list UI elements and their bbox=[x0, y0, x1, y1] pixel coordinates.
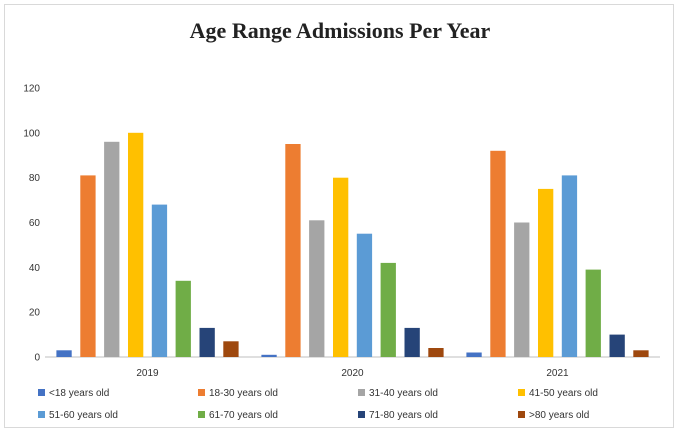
x-category-label: 2019 bbox=[136, 368, 159, 379]
y-tick-label: 20 bbox=[29, 308, 41, 319]
y-tick-label: 100 bbox=[23, 128, 40, 139]
bar-2019-5 bbox=[175, 280, 191, 357]
bar-2021-3 bbox=[538, 188, 554, 357]
legend-swatch bbox=[358, 389, 365, 396]
bar-2021-6 bbox=[609, 334, 625, 357]
legend: <18 years old 18-30 years old 31-40 years … bbox=[38, 388, 598, 421]
bar-2020-5 bbox=[380, 262, 396, 357]
legend-swatch bbox=[198, 411, 205, 418]
bar-2019-7 bbox=[223, 341, 239, 357]
bar-2021-7 bbox=[633, 350, 649, 357]
bar-2019-4 bbox=[151, 204, 168, 357]
y-tick-label: 60 bbox=[29, 218, 41, 229]
legend-label: 61-70 years old bbox=[209, 410, 278, 421]
legend-label: 41-50 years old bbox=[529, 388, 598, 399]
legend-label: 71-80 years old bbox=[369, 410, 438, 421]
bar-2021-2 bbox=[514, 222, 530, 357]
x-category-label: 2021 bbox=[546, 368, 569, 379]
legend-swatch bbox=[518, 389, 525, 396]
bar-2021-0 bbox=[466, 352, 482, 357]
y-tick-label: 0 bbox=[34, 353, 40, 364]
bar-2019-3 bbox=[128, 132, 144, 357]
legend-label: 18-30 years old bbox=[209, 388, 278, 399]
legend-label: <18 years old bbox=[49, 388, 109, 399]
bar-2019-0 bbox=[56, 350, 72, 357]
bars bbox=[56, 132, 649, 357]
x-axis-categories: 2019 2020 2021 bbox=[136, 368, 569, 379]
bar-2019-1 bbox=[80, 175, 96, 357]
bar-2019-6 bbox=[199, 327, 215, 357]
legend-label: 51-60 years old bbox=[49, 410, 118, 421]
bar-2020-6 bbox=[404, 327, 420, 357]
y-axis-ticks: 0 20 40 60 80 100 120 bbox=[23, 84, 40, 364]
y-tick-label: 120 bbox=[23, 84, 40, 95]
bar-2020-0 bbox=[261, 354, 277, 357]
bar-2021-1 bbox=[490, 150, 506, 357]
bar-2020-3 bbox=[333, 177, 349, 357]
bar-2020-2 bbox=[309, 220, 325, 357]
bar-2020-4 bbox=[356, 233, 373, 357]
bar-2020-1 bbox=[285, 144, 301, 357]
legend-swatch bbox=[198, 389, 205, 396]
bar-2019-2 bbox=[104, 141, 120, 357]
bar-2021-5 bbox=[585, 269, 601, 357]
legend-swatch bbox=[38, 389, 45, 396]
legend-swatch bbox=[518, 411, 525, 418]
y-tick-label: 80 bbox=[29, 173, 41, 184]
legend-label: 31-40 years old bbox=[369, 388, 438, 399]
legend-swatch bbox=[38, 411, 45, 418]
legend-label: >80 years old bbox=[529, 410, 589, 421]
x-category-label: 2020 bbox=[341, 368, 364, 379]
legend-swatch bbox=[358, 411, 365, 418]
y-tick-label: 40 bbox=[29, 263, 41, 274]
bar-2021-4 bbox=[561, 175, 578, 357]
bar-2020-7 bbox=[428, 348, 444, 357]
chart-title: Age Range Admissions Per Year bbox=[189, 18, 491, 43]
